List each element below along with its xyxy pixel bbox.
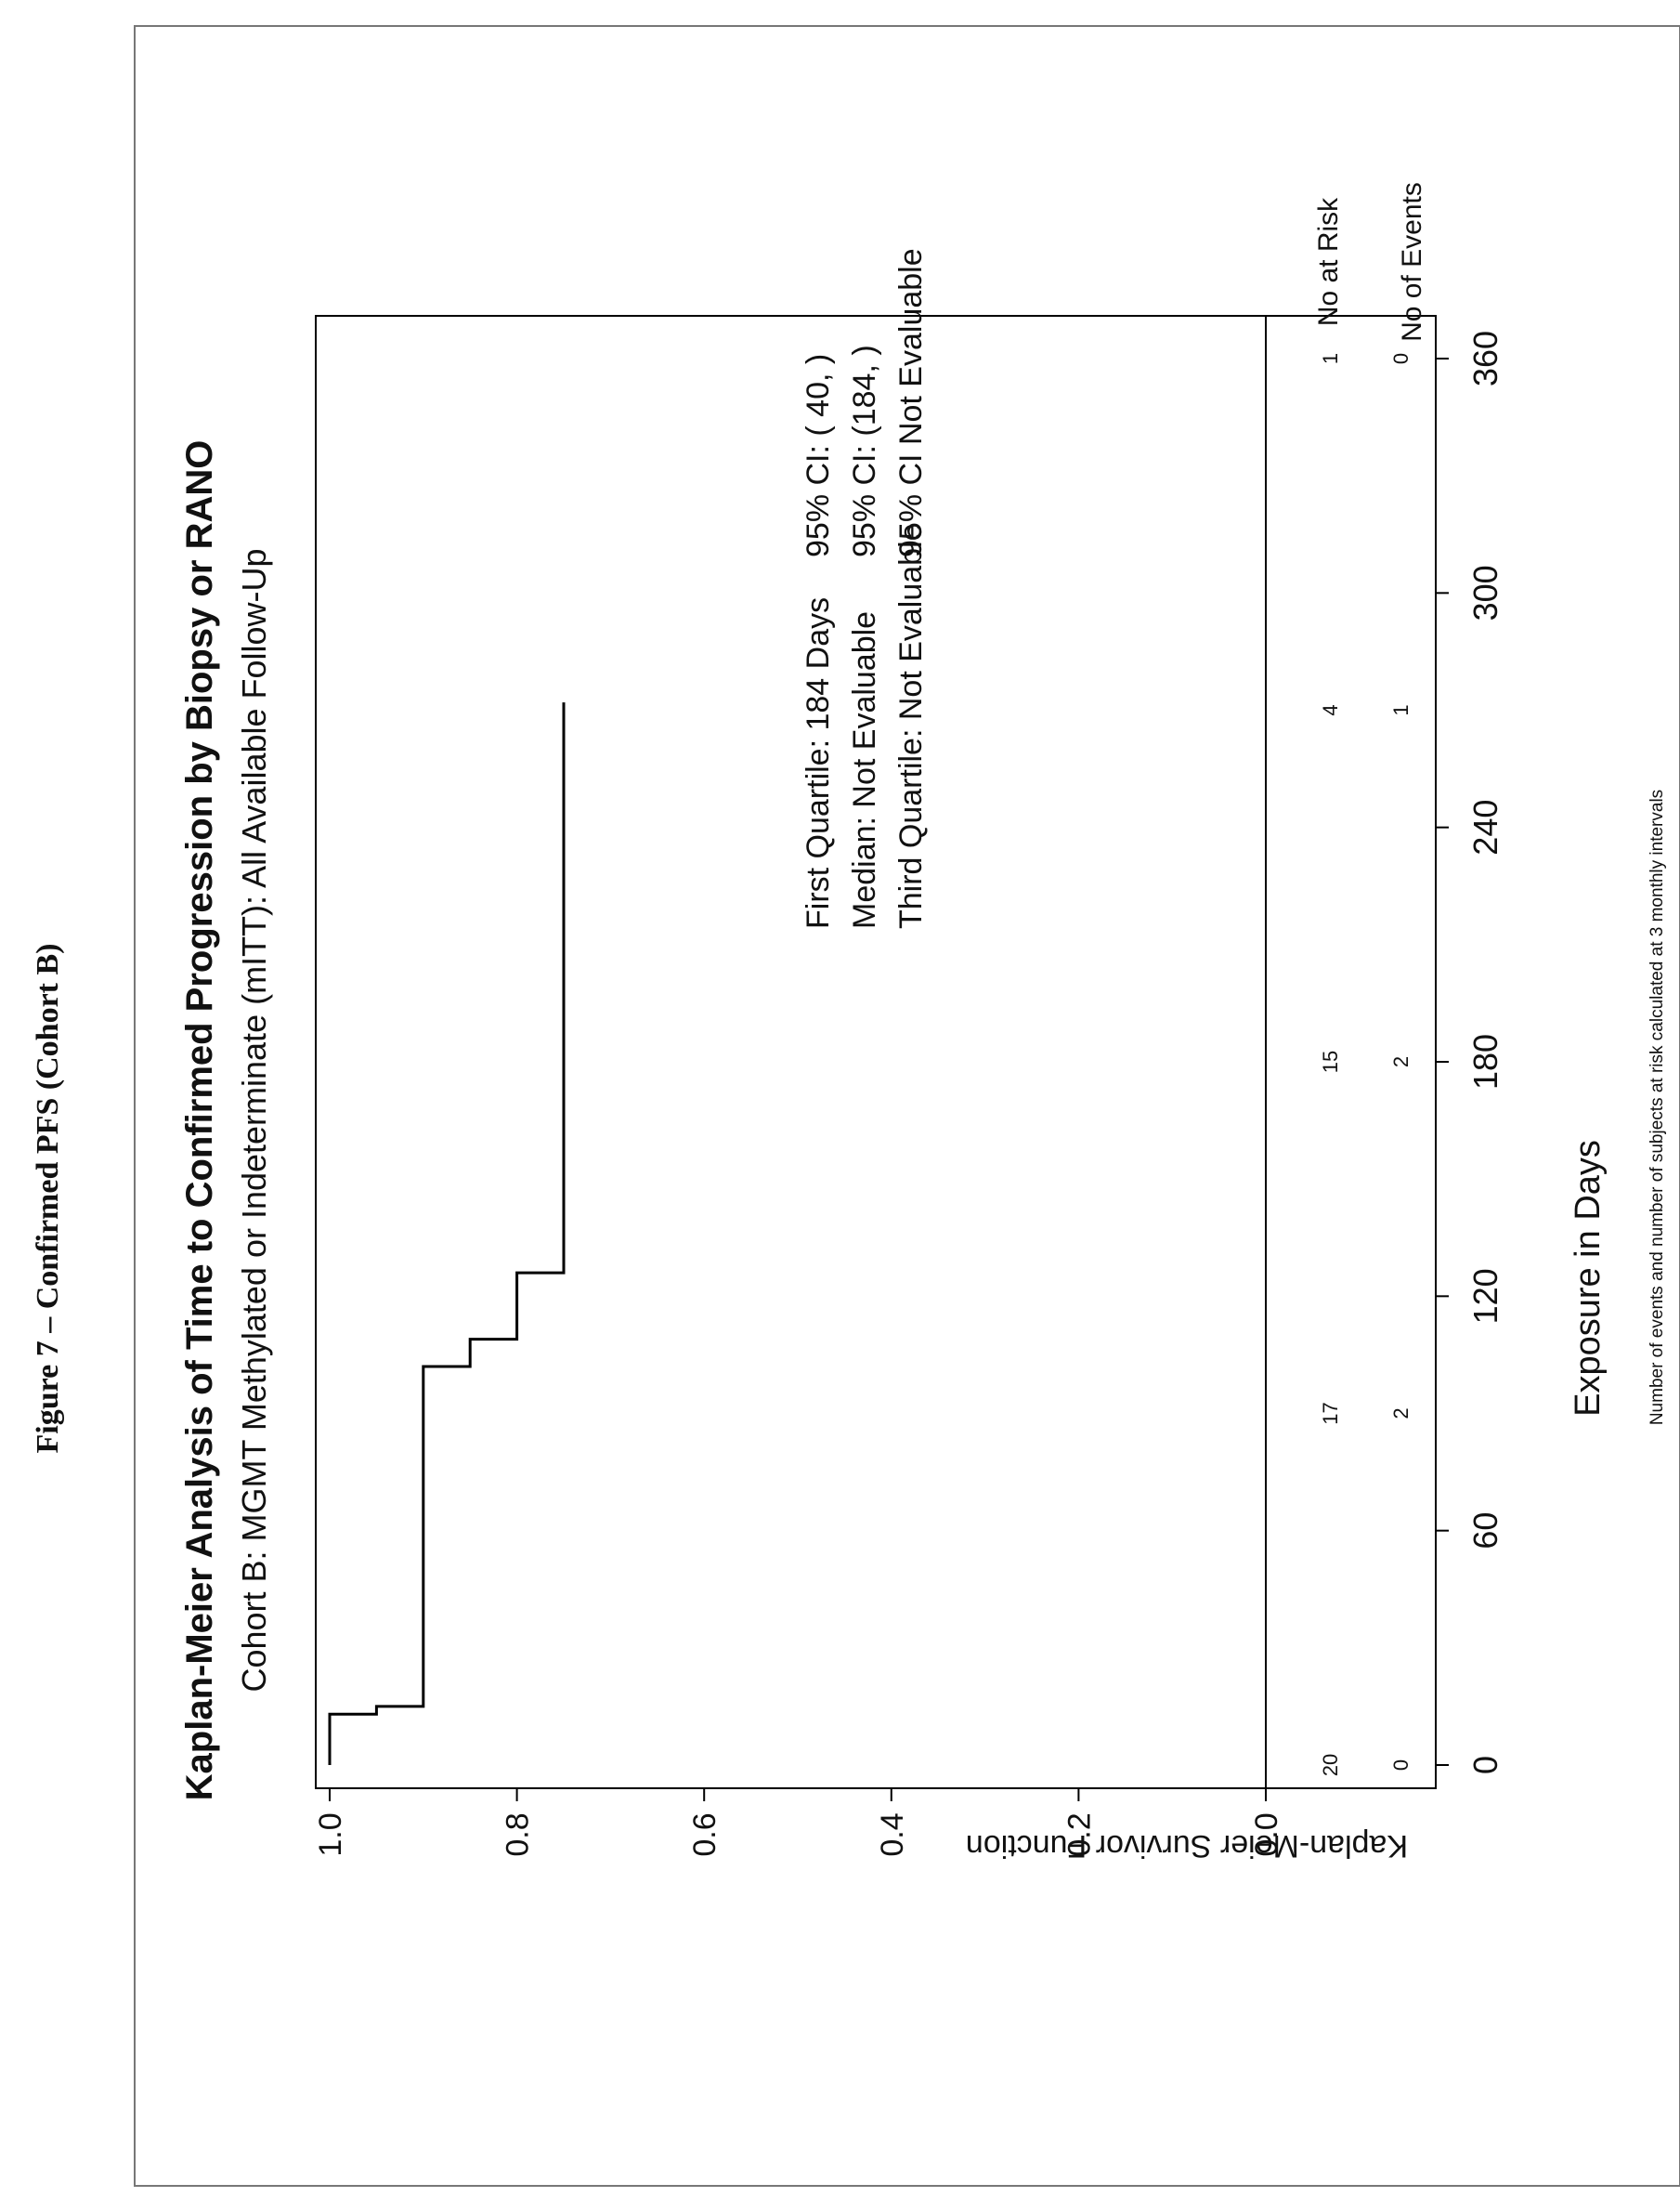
at-risk-value: 4	[1319, 704, 1342, 715]
x-tick-label: 300	[1466, 565, 1504, 621]
x-tick-label-group: 360	[1466, 331, 1504, 386]
at-risk-row-label: No at Risk	[1313, 197, 1344, 326]
km-curve-line	[328, 702, 566, 1765]
at-risk-value: 15	[1319, 1051, 1342, 1073]
y-tick-label: 0.2	[1061, 1812, 1097, 1856]
y-tick-label: 0.6	[687, 1812, 723, 1856]
plot-area	[315, 315, 1437, 1789]
at-risk-value-group: 4	[1319, 704, 1342, 715]
events-value-group: 2	[1389, 1056, 1413, 1067]
figure-caption: Figure 7 – Confirmed PFS (Cohort B)	[31, 944, 65, 1454]
chart-title: Kaplan-Meier Analysis of Time to Confirm…	[179, 440, 220, 1801]
events-value: 2	[1389, 1407, 1413, 1419]
events-value: 2	[1389, 1056, 1413, 1067]
events-value-group: 0	[1389, 1759, 1413, 1771]
figure-frame	[134, 25, 1680, 2187]
annotation-first-quartile: First Quartile: 184 Days	[801, 597, 836, 929]
events-row-label: No of Events	[1397, 182, 1427, 342]
x-tick-label: 60	[1466, 1512, 1504, 1550]
events-value: 0	[1389, 1759, 1413, 1771]
events-value-group: 1	[1389, 704, 1413, 715]
at-risk-value-group: 15	[1319, 1051, 1342, 1073]
x-tick-label-group: 240	[1466, 800, 1504, 856]
y-tick-label: 0.0	[1249, 1812, 1284, 1856]
at-risk-value: 1	[1319, 353, 1342, 364]
quartile-annotations: First Quartile: 184 Days 95% CI: ( 40, )…	[801, 248, 929, 929]
x-tick-label-group: 300	[1466, 565, 1504, 621]
x-tick-label-group: 180	[1466, 1034, 1504, 1090]
y-tick-label-group: 1.0	[313, 1812, 348, 1856]
footnote: Number of events and number of subjects …	[1647, 790, 1667, 1425]
x-tick-label: 180	[1466, 1034, 1504, 1090]
at-risk-value-group: 20	[1319, 1754, 1342, 1776]
x-tick-label: 240	[1466, 800, 1504, 856]
events-value: 1	[1389, 704, 1413, 715]
y-tick-label: 0.8	[501, 1812, 536, 1856]
events-value: 0	[1389, 353, 1413, 364]
y-tick-label-group: 0.0	[1249, 1812, 1284, 1856]
x-tick-label-group: 120	[1466, 1268, 1504, 1324]
x-axis-label: Exposure in Days	[1569, 1140, 1608, 1417]
y-tick-label-group: 0.2	[1061, 1812, 1097, 1856]
risk-table-values: 20 0 17 2 15 2 4 1 1 0	[1319, 353, 1413, 1776]
at-risk-value: 20	[1319, 1754, 1342, 1776]
y-axis-ticks: 0.0 0.2 0.4 0.6 0.8 1.0	[313, 1788, 1284, 1857]
at-risk-value-group: 1	[1319, 353, 1342, 364]
at-risk-value-group: 17	[1319, 1402, 1342, 1424]
x-axis-ticks: 0 60 120 180 240 300 360	[1436, 331, 1504, 1774]
x-tick-label-group: 60	[1466, 1512, 1504, 1550]
x-tick-label: 0	[1466, 1756, 1504, 1774]
y-tick-label-group: 0.8	[501, 1812, 536, 1856]
annotation-median: Median: Not Evaluable	[847, 611, 882, 929]
at-risk-value: 17	[1319, 1402, 1342, 1424]
x-tick-label: 120	[1466, 1268, 1504, 1324]
chart-subtitle: Cohort B: MGMT Methylated or Indetermina…	[235, 548, 273, 1692]
annotation-first-quartile-ci: 95% CI: ( 40, )	[801, 354, 836, 557]
y-axis-label: Kaplan-Meier Survivor Function	[966, 1828, 1408, 1864]
y-tick-label-group: 0.6	[687, 1812, 723, 1856]
events-value-group: 0	[1389, 353, 1413, 364]
events-value-group: 2	[1389, 1407, 1413, 1419]
y-tick-label: 0.4	[875, 1812, 910, 1856]
y-tick-label-group: 0.4	[875, 1812, 910, 1856]
y-tick-label: 1.0	[313, 1812, 348, 1856]
annotation-median-ci: 95% CI: (184, )	[847, 345, 882, 557]
x-tick-label-group: 0	[1466, 1756, 1504, 1774]
annotation-third-quartile: Third Quartile: Not Evaluable	[893, 523, 929, 929]
x-tick-label: 360	[1466, 331, 1504, 386]
annotation-third-quartile-ci: 95% CI Not Evaluable	[893, 248, 929, 557]
